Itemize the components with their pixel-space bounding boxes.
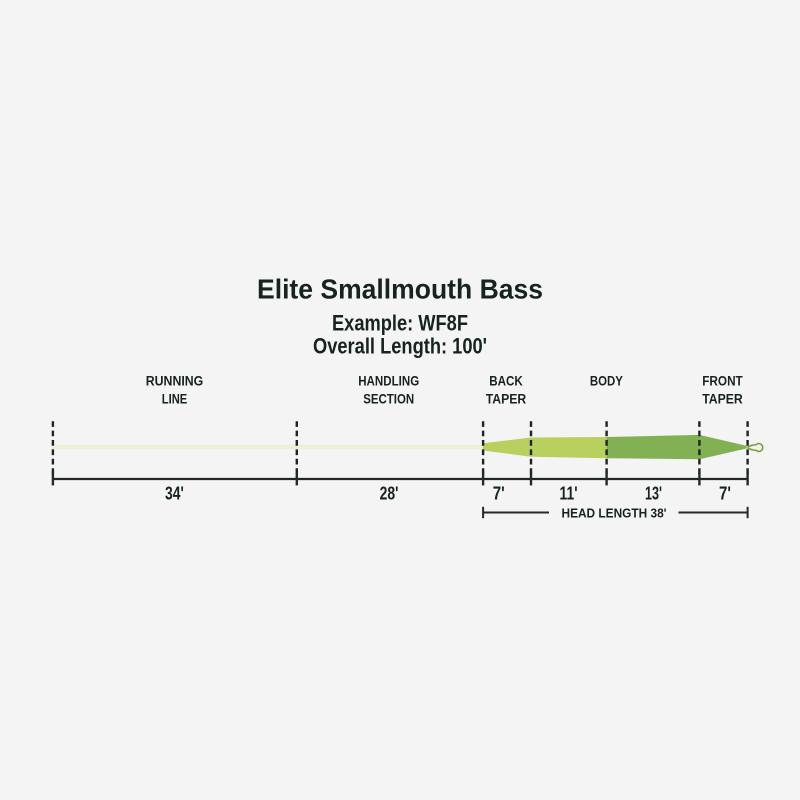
svg-text:LINE: LINE: [162, 391, 188, 406]
svg-text:13': 13': [645, 483, 662, 503]
svg-text:HANDLING: HANDLING: [358, 374, 419, 389]
svg-text:SECTION: SECTION: [363, 391, 414, 406]
svg-text:28': 28': [380, 483, 399, 503]
svg-text:Overall Length: 100': Overall Length: 100': [313, 334, 487, 359]
svg-text:7': 7': [493, 483, 505, 503]
svg-text:Example: WF8F: Example: WF8F: [332, 310, 468, 335]
svg-text:FRONT: FRONT: [702, 374, 743, 389]
svg-text:TAPER: TAPER: [702, 391, 743, 406]
svg-text:RUNNING: RUNNING: [146, 374, 204, 389]
svg-text:34': 34': [165, 483, 184, 503]
svg-text:11': 11': [560, 483, 578, 503]
svg-text:TAPER: TAPER: [486, 391, 527, 406]
svg-text:Elite Smallmouth Bass: Elite Smallmouth Bass: [257, 274, 543, 305]
svg-text:HEAD LENGTH 38': HEAD LENGTH 38': [562, 506, 667, 520]
svg-text:7': 7': [719, 483, 731, 503]
svg-text:BODY: BODY: [590, 374, 623, 389]
svg-text:BACK: BACK: [489, 374, 523, 389]
